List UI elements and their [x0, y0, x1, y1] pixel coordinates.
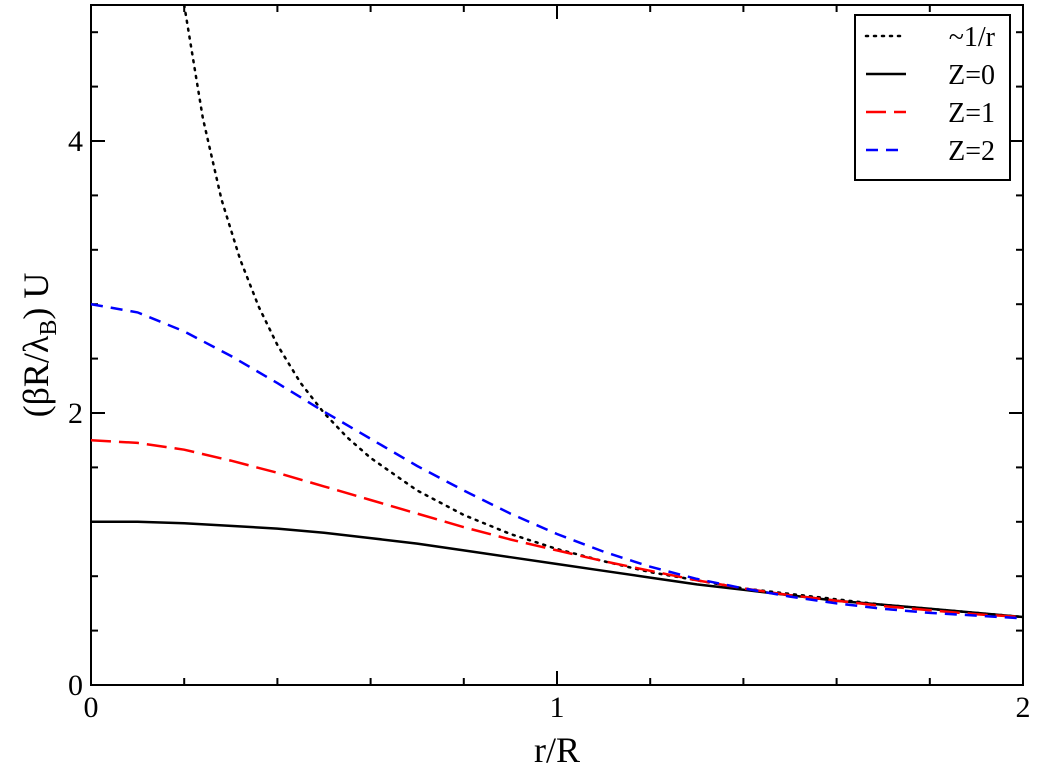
series-line-z-1	[91, 438, 1023, 619]
x-tick-label: 0	[84, 691, 99, 724]
x-axis-title: r/R	[534, 730, 580, 768]
legend-label-1-r: ~1/r	[949, 22, 996, 53]
y-axis-title-tail: ) U	[16, 273, 56, 320]
y-tick-label: 0	[68, 669, 83, 702]
y-axis-title: (βR/λB) U	[16, 273, 62, 418]
legend-label-z-0: Z=0	[948, 60, 995, 91]
legend-label-z-1: Z=1	[948, 98, 995, 129]
x-tick-label: 1	[550, 691, 565, 724]
x-tick-label: 2	[1016, 691, 1031, 724]
y-tick-label: 4	[68, 125, 83, 158]
series-line-z-0	[91, 520, 1023, 619]
legend: ~1/r Z=0 Z=1 Z=2	[854, 14, 1011, 181]
legend-box	[854, 14, 1011, 181]
y-axis-title-main: (βR/λ	[16, 335, 56, 417]
series-layer	[91, 5, 1023, 620]
series-line-z-2	[91, 302, 1023, 620]
axis-ticks	[90, 5, 1024, 686]
y-tick-label: 2	[68, 397, 83, 430]
legend-label-z-2: Z=2	[948, 136, 995, 167]
tick-labels: 0 1 2 0 2 4	[68, 125, 1031, 724]
y-axis-title-subscript: B	[36, 320, 62, 336]
